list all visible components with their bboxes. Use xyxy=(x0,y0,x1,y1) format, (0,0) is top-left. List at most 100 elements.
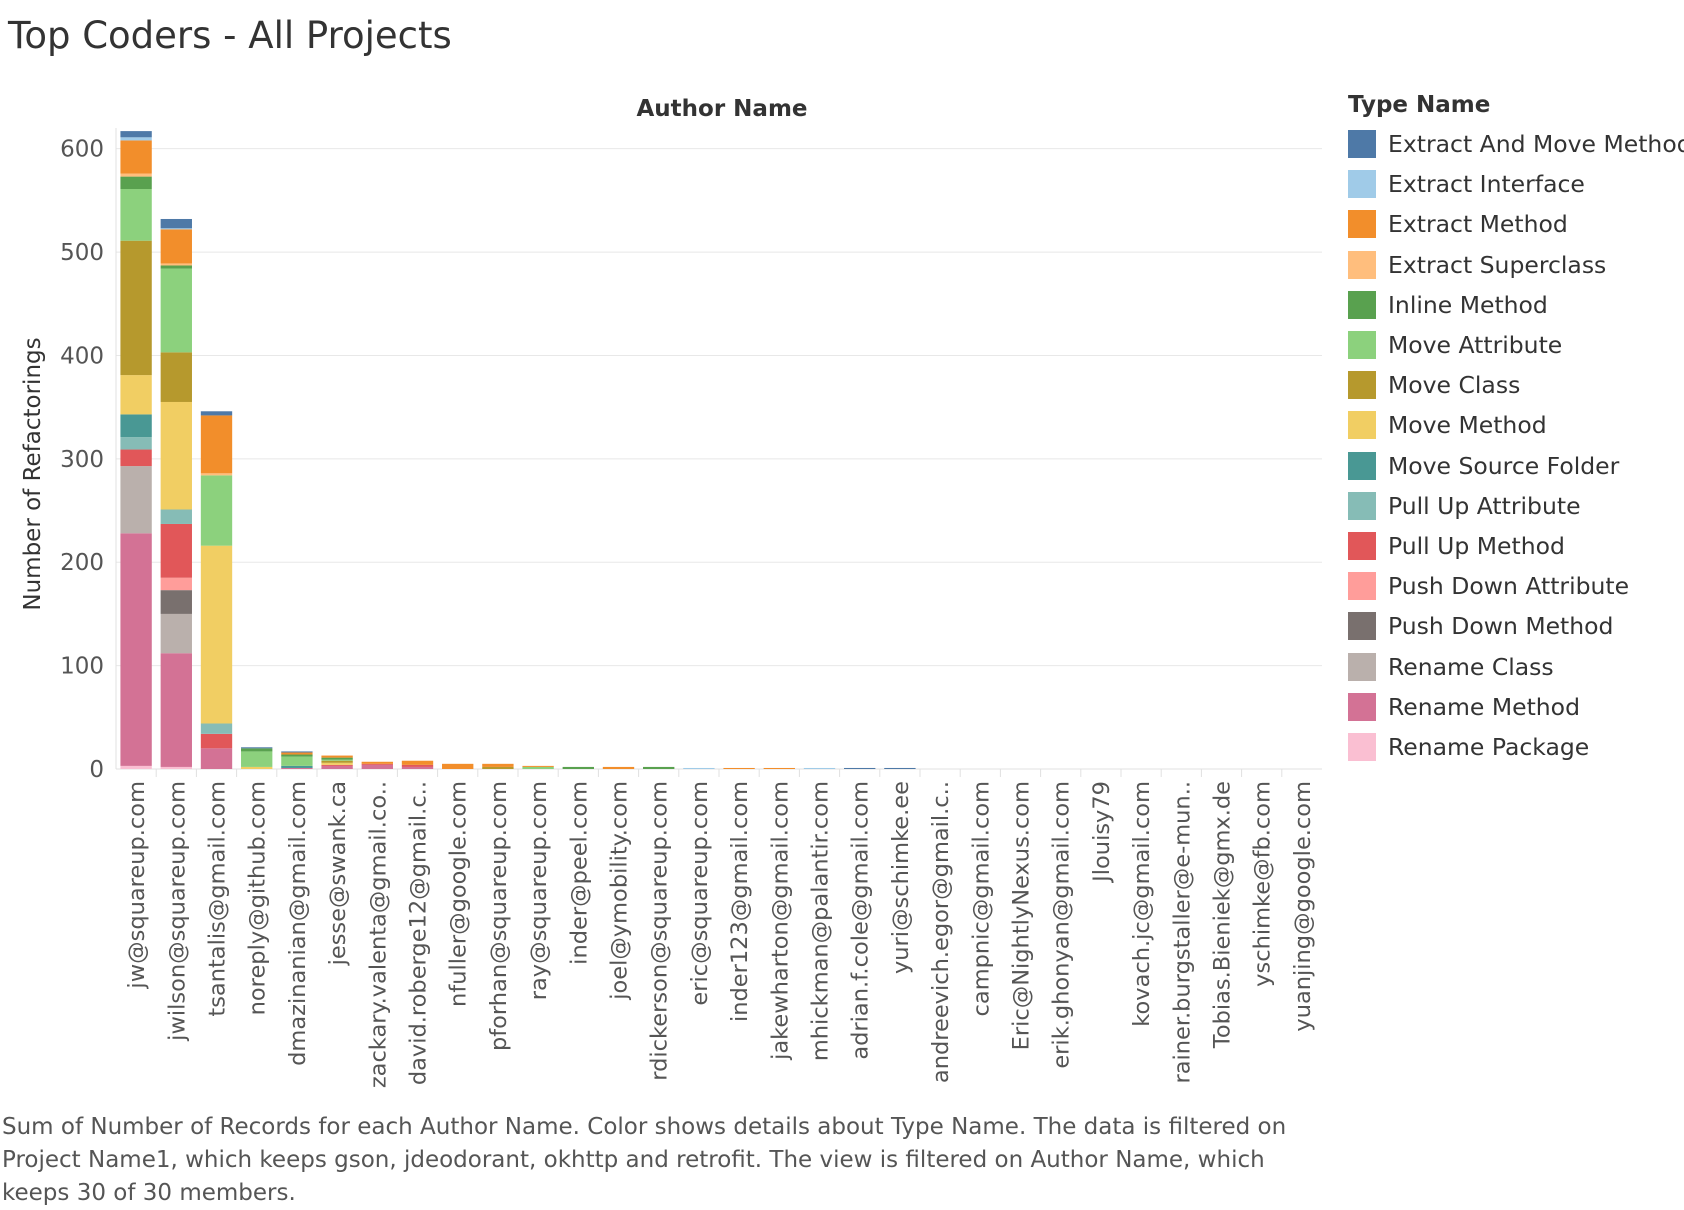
legend-item[interactable]: Move Source Folder xyxy=(1348,446,1684,486)
x-tick-label: andreevich.egor@gmail.c.. xyxy=(928,781,954,1083)
legend-item[interactable]: Extract And Move Method xyxy=(1348,124,1684,164)
x-tick-label: yschimke@fb.com xyxy=(1250,781,1276,987)
bar-segment xyxy=(602,766,635,769)
legend-label: Extract Interface xyxy=(1388,170,1585,199)
legend-swatch xyxy=(1348,612,1376,641)
legend-item[interactable]: Move Attribute xyxy=(1348,325,1684,365)
x-tick-label: nfuller@google.com xyxy=(446,781,472,1007)
legend-swatch xyxy=(1348,371,1376,400)
bar-segment xyxy=(200,723,233,734)
legend-item[interactable]: Push Down Method xyxy=(1348,606,1684,646)
legend-swatch xyxy=(1348,210,1376,239)
bar-segment xyxy=(321,757,353,760)
legend-swatch xyxy=(1348,531,1376,560)
legend-label: Extract Method xyxy=(1388,210,1568,239)
bar-segment xyxy=(160,218,192,229)
bar-segment xyxy=(281,756,313,766)
bar-segment xyxy=(200,748,233,769)
legend-label: Extract Superclass xyxy=(1388,250,1607,279)
bar-segment xyxy=(160,577,192,591)
x-tick-label: mhickman@palantir.com xyxy=(808,781,834,1061)
x-tick-label: campnic@gmail.com xyxy=(968,781,994,1016)
x-tick-label: noreply@github.com xyxy=(245,781,271,1015)
bar-segment xyxy=(321,755,353,758)
bar-segment xyxy=(562,766,594,769)
bar-segment xyxy=(120,131,152,138)
bar-segment xyxy=(643,766,675,769)
y-tick-label: 200 xyxy=(60,550,104,576)
bar-segment xyxy=(884,767,916,769)
legend-item[interactable]: Rename Package xyxy=(1348,727,1684,767)
bar-segment xyxy=(120,140,152,174)
bar-segment xyxy=(281,765,313,768)
bar-segment xyxy=(120,449,152,467)
chart-caption: Sum of Number of Records for each Author… xyxy=(2,1114,1287,1206)
legend-swatch xyxy=(1348,732,1376,761)
bar-segment xyxy=(160,268,192,353)
legend-title: Type Name xyxy=(1348,92,1491,118)
bar-segment xyxy=(160,352,192,402)
bar-segment xyxy=(281,752,313,755)
bar-segment xyxy=(200,415,233,474)
bar-segment xyxy=(120,437,152,450)
bar-segment xyxy=(361,763,393,765)
y-tick-label: 500 xyxy=(60,240,104,266)
bar-segment xyxy=(401,764,434,767)
legend-label: Extract And Move Method xyxy=(1388,130,1684,159)
x-tick-label: tsantalis@gmail.com xyxy=(205,781,231,1017)
legend-label: Inline Method xyxy=(1388,290,1548,319)
legend-label: Rename Method xyxy=(1388,692,1580,721)
legend-swatch xyxy=(1348,411,1376,440)
bar-segment xyxy=(241,747,273,749)
legend-swatch xyxy=(1348,331,1376,360)
bar-segment xyxy=(321,762,353,765)
bar-segment xyxy=(160,229,192,264)
bar-segment xyxy=(120,240,152,376)
bar-segment xyxy=(321,759,353,761)
bar-segment xyxy=(442,763,474,769)
x-tick-label: yuanjing@google.com xyxy=(1290,781,1316,1032)
x-tick-label: david.roberge12@gmail.c.. xyxy=(406,781,432,1085)
legend-label: Move Class xyxy=(1388,371,1521,400)
legend-item[interactable]: Inline Method xyxy=(1348,285,1684,325)
legend-item[interactable]: Extract Method xyxy=(1348,204,1684,244)
legend-item[interactable]: Rename Method xyxy=(1348,687,1684,727)
bar-segment xyxy=(200,473,233,476)
x-tick-label: Tobias.Bieniek@gmx.de xyxy=(1210,781,1236,1049)
legend-item[interactable]: Extract Interface xyxy=(1348,164,1684,204)
bar-segment xyxy=(120,533,152,766)
bar-segment xyxy=(281,754,313,757)
x-tick-label: inder@peel.com xyxy=(566,781,592,965)
legend-swatch xyxy=(1348,652,1376,681)
legend-item[interactable]: Extract Superclass xyxy=(1348,245,1684,285)
legend-item[interactable]: Move Class xyxy=(1348,365,1684,405)
bar-segment xyxy=(160,228,192,230)
legend-label: Rename Class xyxy=(1388,652,1554,681)
legend-item[interactable]: Pull Up Method xyxy=(1348,526,1684,566)
x-tick-label: Eric@NightlyNexus.com xyxy=(1009,781,1035,1050)
y-tick-label: 300 xyxy=(60,447,104,473)
bar-segment xyxy=(844,767,876,769)
bar-segment xyxy=(522,765,554,767)
legend-swatch xyxy=(1348,250,1376,279)
bar-segment xyxy=(120,188,152,241)
bar-segment xyxy=(361,764,393,769)
legend-label: Pull Up Method xyxy=(1388,531,1565,560)
bar-segment xyxy=(120,765,152,769)
legend-swatch xyxy=(1348,491,1376,520)
x-tick-label: jwilson@squareup.com xyxy=(164,781,190,1042)
bar-segment xyxy=(200,411,233,416)
bar-segment xyxy=(723,767,755,769)
bar-segment xyxy=(160,590,192,614)
bar-segment xyxy=(401,760,434,765)
bar-segment xyxy=(361,761,393,764)
legend-swatch xyxy=(1348,692,1376,721)
gridlines xyxy=(115,128,1322,770)
legend-items: Extract And Move Method Extract Interface… xyxy=(1348,124,1684,767)
legend-item[interactable]: Move Method xyxy=(1348,405,1684,445)
bar-segment xyxy=(321,764,353,766)
legend-item[interactable]: Pull Up Attribute xyxy=(1348,486,1684,526)
x-tick-label: joel@ymobility.com xyxy=(607,781,633,1001)
legend-item[interactable]: Push Down Attribute xyxy=(1348,566,1684,606)
legend-item[interactable]: Rename Class xyxy=(1348,646,1684,686)
